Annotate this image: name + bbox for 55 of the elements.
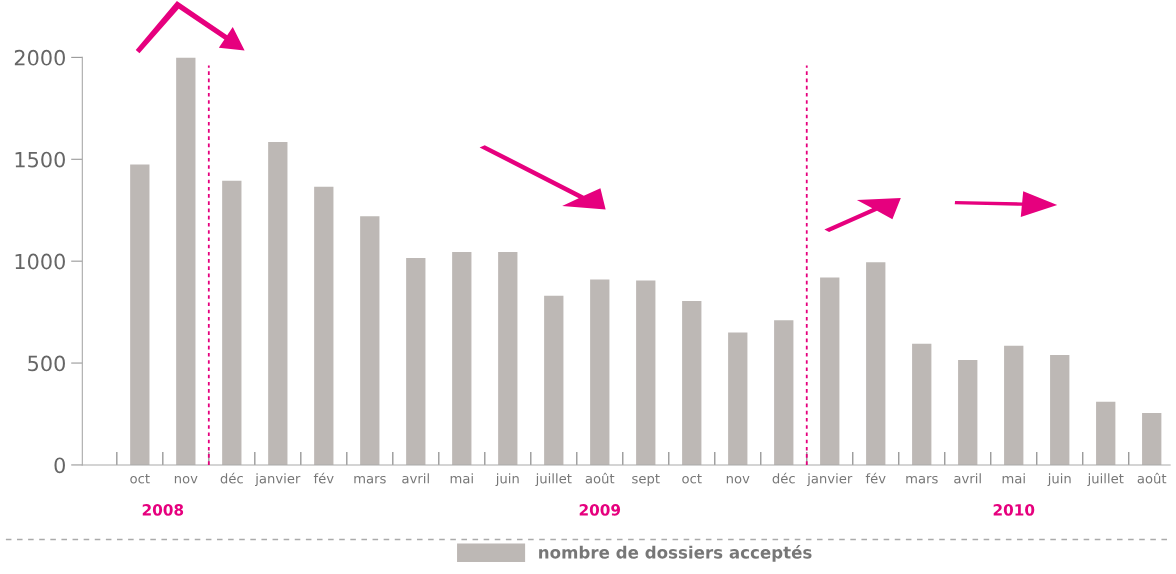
text: 2008: [142, 504, 184, 516]
x-tick-label: juillet: [1087, 473, 1124, 487]
bar: [912, 343, 932, 465]
x-tick-label: sept: [632, 474, 660, 487]
bar: [636, 280, 656, 465]
x-tick-label: mai: [1002, 473, 1025, 484]
x-tick-label: mai: [450, 473, 473, 484]
bar: [314, 186, 334, 465]
bar: [406, 258, 426, 465]
text: 2010: [993, 504, 1035, 516]
x-tick-label: mars: [354, 475, 386, 484]
bar: [498, 252, 518, 465]
bar: [544, 295, 564, 465]
x-tick-label: juillet: [535, 473, 572, 487]
x-tick-label: juin: [1047, 473, 1071, 487]
x-tick-label: août: [585, 472, 615, 484]
bar: [1096, 401, 1116, 465]
bar: [728, 332, 748, 465]
bar: [360, 216, 380, 465]
bar: [452, 252, 472, 465]
bar: [268, 141, 288, 465]
x-tick-label: nov: [726, 475, 750, 484]
bar: [866, 262, 886, 465]
x-tick-label: janvier: [806, 473, 853, 487]
y-tick-label: 2000: [14, 49, 65, 66]
x-tick-label: avril: [954, 473, 981, 484]
x-tick-label: déc: [220, 472, 243, 484]
x-tick-label: déc: [772, 472, 795, 484]
x-tick-label: nov: [174, 475, 198, 484]
x-tick-label: fév: [313, 472, 334, 484]
x-tick-label: oct: [682, 474, 702, 484]
bar: [222, 180, 242, 465]
y-tick-label: 0: [54, 457, 65, 474]
bar: [130, 164, 150, 465]
y-tick-label: 1500: [15, 151, 65, 168]
bar: [1142, 412, 1162, 465]
bar: [682, 300, 702, 465]
bar: [958, 360, 978, 465]
x-tick-label: janvier: [255, 473, 301, 487]
x-tick-label: juin: [495, 473, 519, 487]
x-tick-label: mars: [906, 475, 938, 484]
text: 2009: [579, 504, 621, 516]
bar: [774, 320, 794, 465]
bar: [820, 277, 840, 465]
y-tick-label: 500: [28, 355, 65, 372]
x-tick-label: fév: [865, 472, 886, 484]
bar: [176, 57, 196, 465]
x-tick-label: avril: [402, 473, 429, 484]
bar: [1050, 354, 1070, 465]
bar: [1004, 345, 1024, 465]
x-tick-label: août: [1137, 472, 1167, 484]
x-tick-label: oct: [130, 474, 150, 484]
legend-label: nombre de dossiers acceptés: [539, 545, 812, 562]
y-tick-label: 1000: [15, 253, 65, 270]
bar: [590, 279, 610, 465]
